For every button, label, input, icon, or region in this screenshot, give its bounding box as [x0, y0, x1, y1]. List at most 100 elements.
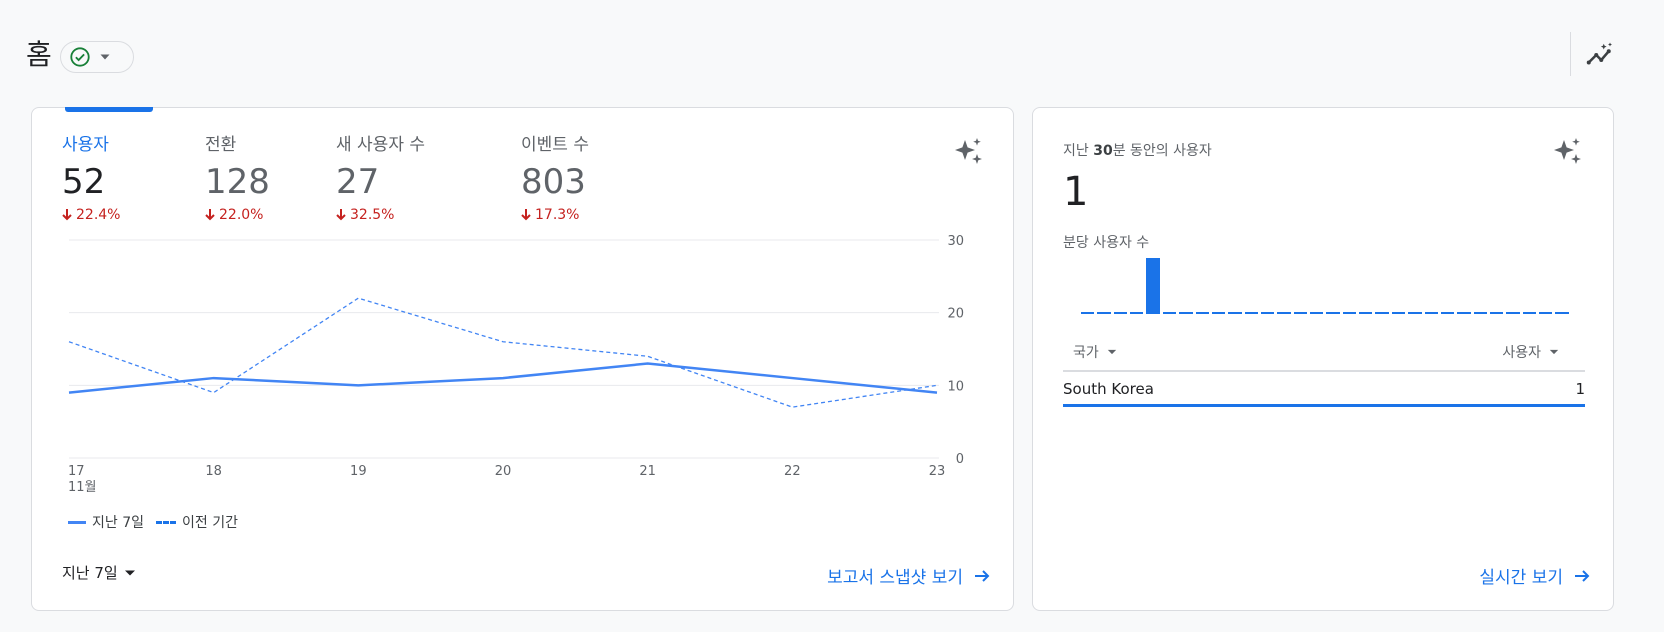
minute-bar — [1391, 312, 1406, 314]
metric-value: 803 — [521, 162, 586, 202]
x-tick-label: 20 — [495, 464, 512, 479]
country-column-header[interactable]: 국가 — [1073, 342, 1117, 362]
minute-bar — [1522, 312, 1537, 314]
metric-label: 새 사용자 수 — [336, 135, 426, 155]
legend-item-previous: 이전 기간 — [156, 512, 238, 532]
legend-item-current: 지난 7일 — [68, 512, 144, 532]
caret-down-icon — [1107, 349, 1116, 355]
x-tick-label: 19 — [350, 464, 367, 479]
metric-delta-value: 32.5% — [350, 207, 395, 223]
insights-button[interactable] — [1580, 38, 1620, 72]
minute-bar — [1081, 312, 1095, 314]
metric-delta: 22.0% — [205, 206, 270, 224]
arrow-down-icon — [62, 209, 72, 221]
metric-label: 사용자 — [62, 135, 109, 155]
view-snapshot-label: 보고서 스냅샷 보기 — [827, 568, 963, 588]
x-tick-label: 18 — [205, 464, 222, 479]
view-realtime-link[interactable]: 실시간 보기 — [1479, 563, 1591, 588]
series-previous-period-line — [68, 297, 938, 408]
minute-bar — [1130, 312, 1144, 314]
minute-bar — [1113, 312, 1128, 314]
minute-bar — [1195, 312, 1209, 314]
minute-bar — [1277, 312, 1291, 314]
users-column-header[interactable]: 사용자 — [1502, 342, 1559, 362]
minute-bar — [1555, 312, 1569, 314]
realtime-title-minutes: 30 — [1093, 143, 1113, 159]
minute-bar — [1211, 312, 1226, 314]
status-dropdown[interactable] — [60, 41, 134, 73]
arrow-forward-icon — [1575, 569, 1590, 582]
realtime-title: 지난 30분 동안의 사용자 — [1063, 140, 1212, 160]
realtime-title-suffix: 분 동안의 사용자 — [1112, 143, 1212, 159]
users-column-label: 사용자 — [1502, 345, 1541, 361]
metric-delta-value: 22.0% — [219, 207, 264, 223]
metric-delta: 17.3% — [521, 206, 589, 224]
row-country: South Korea — [1063, 380, 1154, 398]
metric-event-count[interactable]: 이벤트 수 803 17.3% — [521, 134, 589, 224]
minute-bar — [1179, 312, 1193, 314]
caret-down-icon — [100, 54, 110, 60]
legend-label: 지난 7일 — [92, 515, 144, 531]
y-tick-label: 0 — [956, 452, 964, 467]
minute-bar — [1375, 312, 1389, 314]
minute-bar — [1310, 312, 1324, 314]
insights-icon — [1586, 42, 1612, 65]
minute-bar — [1473, 312, 1487, 314]
y-tick-label: 20 — [947, 307, 964, 322]
metric-value: 128 — [205, 162, 270, 202]
minute-bar — [1244, 312, 1258, 314]
metric-value: 27 — [336, 162, 380, 202]
caret-down-icon — [124, 570, 135, 575]
header-divider — [1570, 32, 1571, 76]
minute-bar — [1457, 312, 1471, 314]
y-tick-label: 10 — [947, 379, 964, 394]
sparkle-icon[interactable] — [952, 136, 986, 170]
metric-users[interactable]: 사용자 52 22.4% — [62, 134, 120, 224]
view-snapshot-link[interactable]: 보고서 스냅샷 보기 — [827, 563, 991, 588]
x-tick-label: 22 — [784, 464, 801, 479]
date-range-dropdown[interactable]: 지난 7일 — [62, 562, 136, 583]
check-circle-icon — [70, 47, 90, 67]
metric-delta: 22.4% — [62, 206, 120, 224]
active-tab-indicator — [65, 107, 153, 112]
arrow-down-icon — [205, 209, 215, 221]
series-last-7-days-line — [68, 362, 938, 394]
caret-down-icon — [1549, 349, 1559, 355]
table-row[interactable]: South Korea 1 — [1063, 372, 1585, 407]
x-tick-label: 17 — [68, 464, 85, 479]
realtime-table-header: 국가 사용자 — [1063, 334, 1585, 372]
date-range-label: 지난 7일 — [62, 564, 118, 582]
metric-delta-value: 17.3% — [535, 207, 580, 223]
minute-bar — [1097, 312, 1111, 314]
realtime-title-prefix: 지난 — [1063, 143, 1094, 159]
minute-bar — [1440, 312, 1455, 314]
users-per-minute-chart — [1081, 258, 1569, 314]
minute-bar — [1506, 312, 1520, 314]
y-tick-label: 30 — [947, 234, 964, 249]
overview-card: 사용자 52 22.4% 전환 128 22.0% 새 사용자 수 27 32.… — [31, 107, 1014, 611]
realtime-card: 지난 30분 동안의 사용자 1 분당 사용자 수 국가 사용자 South K… — [1032, 107, 1614, 611]
minute-bar — [1162, 312, 1177, 314]
legend-swatch-solid — [68, 520, 86, 524]
line-chart: 0 10 20 30 17 18 19 20 21 22 23 11월 — [68, 234, 964, 495]
minute-bar — [1408, 312, 1422, 314]
arrow-down-icon — [521, 209, 531, 221]
minute-bar — [1424, 312, 1438, 314]
legend-swatch-dashed — [156, 520, 176, 524]
realtime-subtitle: 분당 사용자 수 — [1063, 235, 1150, 251]
minute-bar — [1228, 312, 1242, 314]
sparkle-icon[interactable] — [1551, 136, 1585, 170]
metric-new-users[interactable]: 새 사용자 수 27 32.5% — [336, 134, 425, 224]
metric-value: 52 — [62, 162, 106, 202]
metric-conversions[interactable]: 전환 128 22.0% — [205, 134, 270, 224]
minute-bar — [1326, 312, 1340, 314]
country-column-label: 국가 — [1073, 345, 1099, 361]
minute-bar — [1260, 312, 1275, 314]
minute-bar — [1359, 312, 1373, 314]
x-tick-label: 21 — [639, 464, 656, 479]
page-title: 홈 — [26, 38, 52, 71]
metric-delta-value: 22.4% — [76, 207, 121, 223]
minute-bar — [1342, 312, 1357, 314]
minute-bar — [1489, 312, 1504, 314]
arrow-down-icon — [336, 209, 346, 221]
